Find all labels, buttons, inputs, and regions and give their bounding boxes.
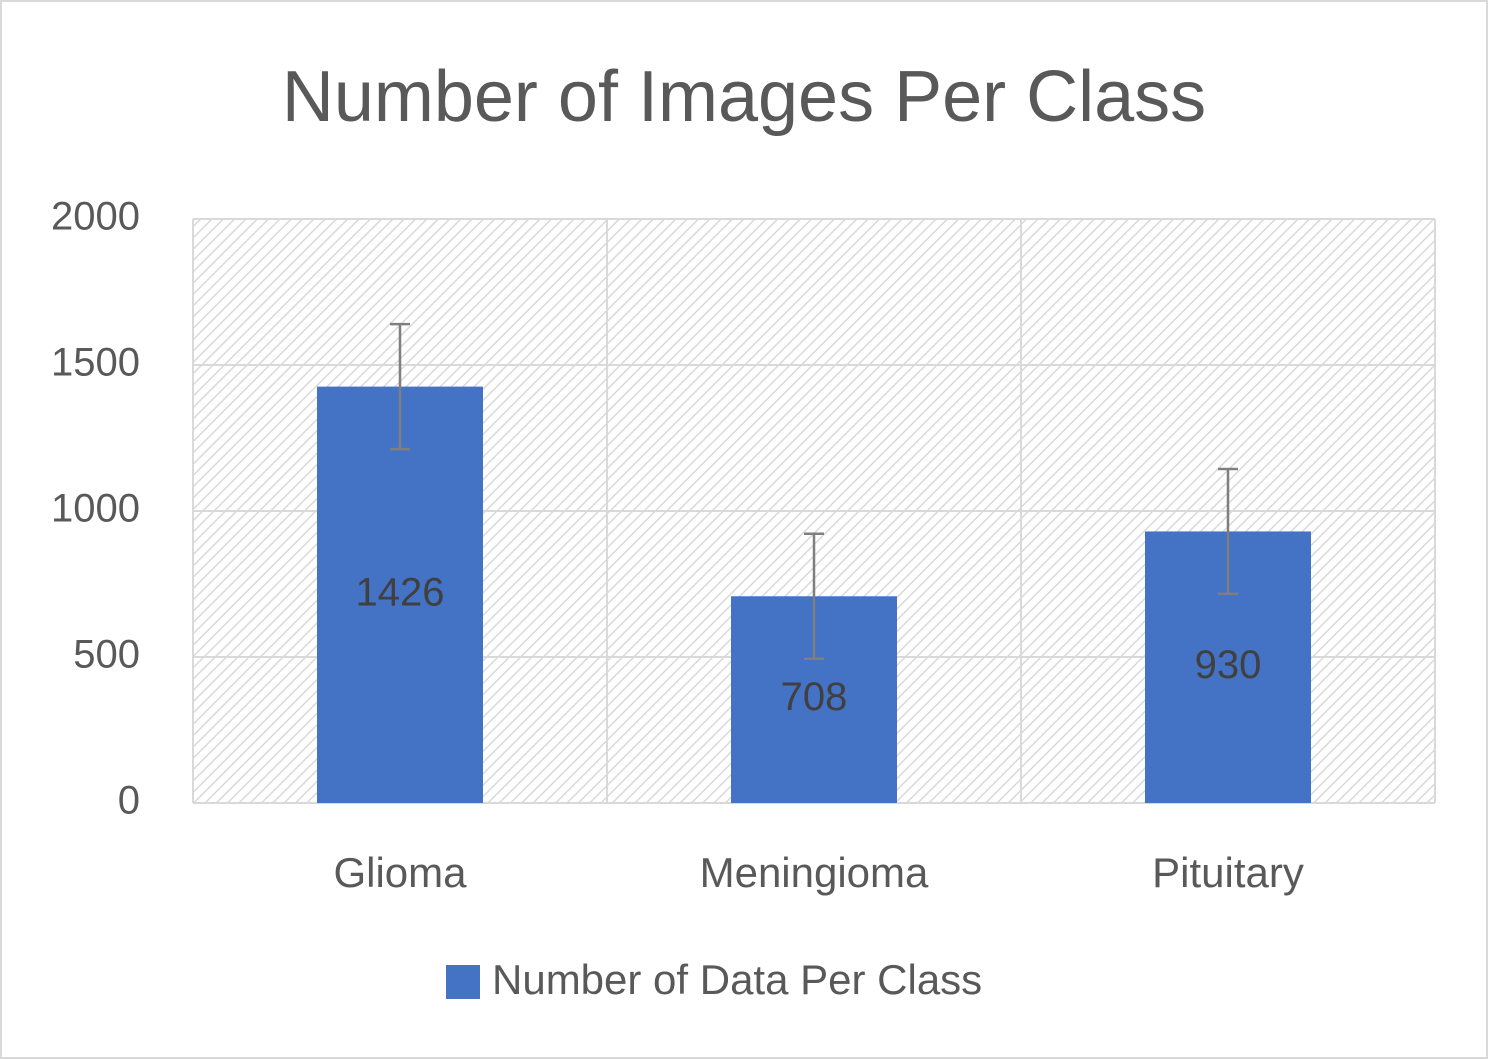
chart-title: Number of Images Per Class xyxy=(282,57,1206,137)
y-tick-label: 1000 xyxy=(51,487,140,531)
x-tick-label: Meningioma xyxy=(700,849,929,896)
data-label: 708 xyxy=(781,675,848,719)
error-bar xyxy=(390,322,410,451)
error-bar xyxy=(1218,467,1238,596)
data-label: 1426 xyxy=(356,570,445,614)
legend-swatch xyxy=(446,965,480,999)
data-label: 930 xyxy=(1195,643,1262,687)
y-tick-label: 0 xyxy=(118,779,140,823)
bar xyxy=(317,386,483,803)
legend-label: Number of Data Per Class xyxy=(492,956,982,1003)
error-bar xyxy=(804,532,824,661)
x-tick-label: Glioma xyxy=(333,849,467,896)
y-tick-label: 500 xyxy=(73,633,140,677)
x-tick-label: Pituitary xyxy=(1152,849,1304,896)
y-tick-label: 2000 xyxy=(51,195,140,239)
y-tick-label: 1500 xyxy=(51,341,140,385)
